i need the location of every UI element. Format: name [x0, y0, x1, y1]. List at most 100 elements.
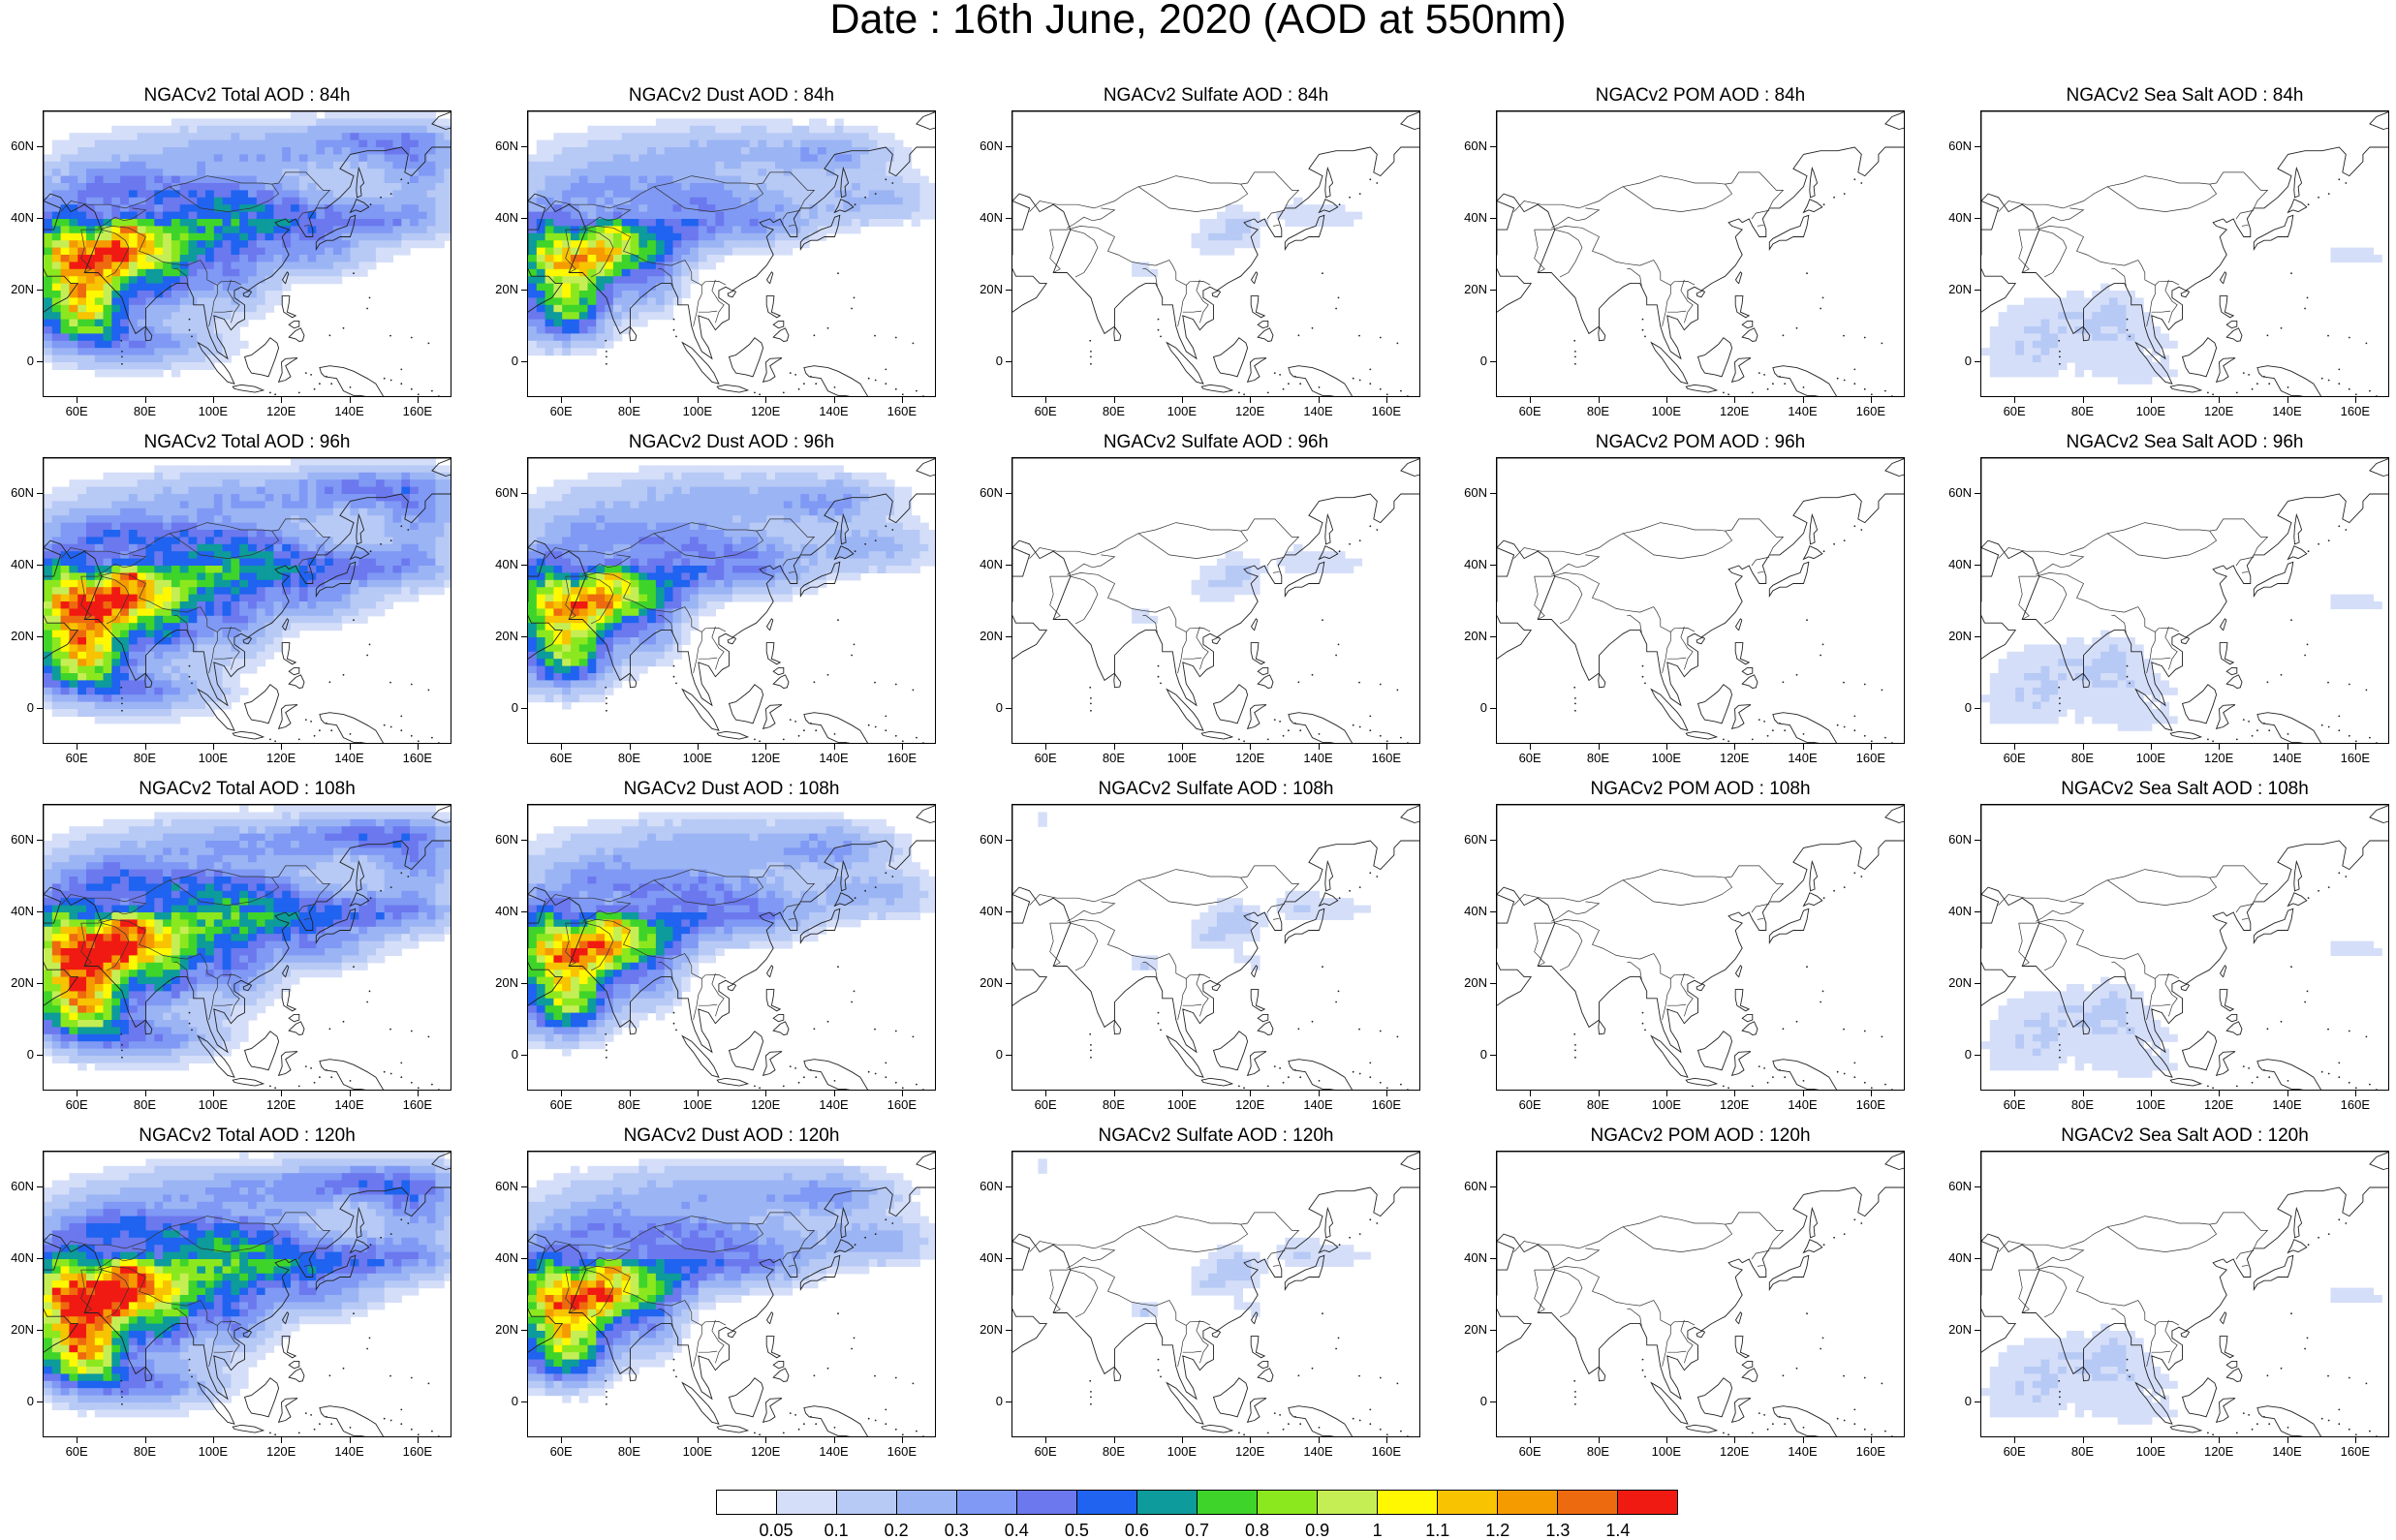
aod-cell	[2024, 355, 2033, 363]
aod-cell	[613, 147, 622, 155]
aod-cell	[631, 240, 639, 248]
island	[370, 550, 372, 552]
aod-cell	[316, 608, 325, 616]
aod-cell	[78, 566, 86, 573]
aod-cell	[385, 162, 393, 169]
aod-cell	[231, 537, 239, 544]
aod-cell	[214, 126, 223, 134]
aod-cell	[376, 608, 385, 616]
aod-cell	[809, 118, 818, 126]
aod-cell	[189, 487, 198, 495]
aod-cell	[419, 559, 427, 567]
aod-cell	[265, 637, 274, 645]
aod-cell	[656, 494, 665, 502]
aod-cell	[2134, 326, 2143, 334]
island	[370, 203, 372, 205]
lon-tick	[1386, 397, 1387, 403]
aod-cell	[800, 515, 809, 523]
coastline	[1769, 215, 1809, 249]
aod-cell	[385, 595, 393, 602]
aod-cell	[239, 190, 248, 198]
aod-cell	[766, 248, 775, 256]
aod-cell	[579, 297, 588, 305]
aod-cell	[351, 126, 359, 134]
aod-cell	[52, 305, 61, 313]
aod-cell	[61, 326, 70, 334]
aod-cell	[138, 291, 146, 298]
aod-cell	[410, 544, 419, 552]
aod-cell	[180, 601, 189, 609]
aod-cell	[1242, 233, 1251, 241]
aod-cell	[766, 508, 775, 516]
aod-cell	[393, 559, 402, 567]
aod-cell	[282, 508, 291, 516]
aod-cell	[588, 190, 597, 198]
island	[1288, 383, 1290, 385]
aod-cell	[869, 198, 878, 205]
aod-cell	[308, 595, 317, 602]
aod-cell	[647, 269, 656, 277]
aod-cell	[231, 465, 239, 473]
aod-cell	[665, 147, 673, 155]
aod-cell	[146, 147, 155, 155]
aod-cell	[325, 162, 333, 169]
aod-cell	[605, 530, 613, 538]
aod-cell	[690, 183, 699, 191]
aod-cell	[393, 212, 402, 220]
aod-cell	[44, 694, 52, 702]
aod-cell	[214, 255, 223, 262]
aod-cell	[333, 572, 342, 580]
aod-cell	[367, 219, 376, 227]
aod-cell	[401, 190, 410, 198]
aod-cell	[1327, 212, 1336, 220]
aod-cell	[214, 601, 223, 609]
aod-cell	[1208, 240, 1217, 248]
aod-cell	[537, 515, 545, 523]
aod-cell	[231, 595, 239, 602]
aod-cell	[2084, 320, 2093, 327]
aod-cell	[638, 530, 647, 538]
aod-cell	[265, 190, 274, 198]
aod-cell	[189, 362, 198, 370]
aod-cell	[690, 154, 699, 162]
island	[1358, 335, 1360, 337]
aod-cell	[308, 248, 317, 256]
aod-cell	[2075, 305, 2084, 313]
aod-cell	[562, 147, 571, 155]
island	[400, 369, 402, 371]
aod-cell	[401, 204, 410, 212]
aod-cell	[613, 320, 622, 327]
aod-cell	[401, 479, 410, 487]
aod-cell	[231, 487, 239, 495]
aod-cell	[766, 479, 775, 487]
country-border	[2165, 280, 2177, 323]
aod-cell	[248, 508, 257, 516]
aod-cell	[2067, 333, 2075, 341]
aod-cell	[223, 326, 232, 334]
island	[854, 297, 856, 299]
aod-cell	[95, 133, 104, 140]
aod-cell	[681, 473, 690, 480]
aod-cell	[843, 169, 852, 176]
aod-cell	[886, 198, 894, 205]
aod-cell	[104, 587, 112, 595]
aod-cell	[545, 176, 554, 184]
island	[1160, 336, 1162, 338]
country-border	[1535, 230, 1545, 272]
aod-cell	[809, 212, 818, 220]
aod-cell	[2033, 355, 2041, 363]
aod-cell	[197, 508, 205, 516]
aod-cell	[351, 111, 359, 119]
aod-cell	[367, 559, 376, 567]
aod-cell	[120, 176, 129, 184]
lat-tick	[521, 361, 527, 362]
aod-cell	[78, 587, 86, 595]
aod-cell	[894, 508, 903, 516]
aod-cell	[104, 544, 112, 552]
aod-cell	[613, 479, 622, 487]
aod-cell	[596, 240, 605, 248]
aod-cell	[231, 494, 239, 502]
aod-cell	[401, 551, 410, 559]
aod-cell	[265, 479, 274, 487]
aod-cell	[793, 198, 801, 205]
